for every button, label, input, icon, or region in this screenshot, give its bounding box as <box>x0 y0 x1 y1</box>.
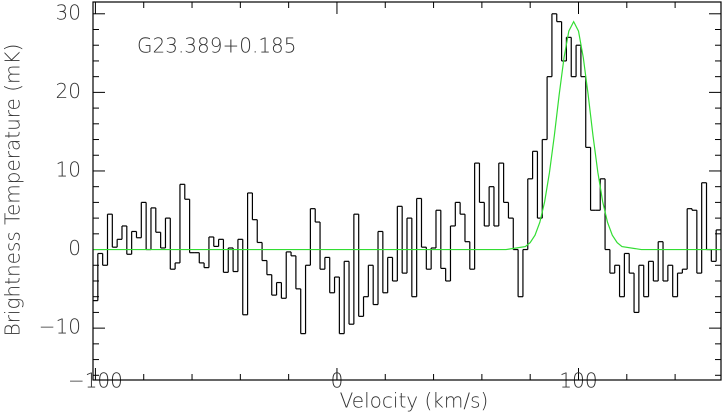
y-tick-label: −10 <box>39 315 81 339</box>
annotation: G23.389+0.185 <box>137 34 297 58</box>
y-tick-label: 10 <box>56 157 81 181</box>
plot-frame <box>92 1 722 381</box>
x-axis-label: Velocity (km/s) <box>340 389 489 413</box>
y-axis-label: Brightness Temperature (mK) <box>1 44 25 337</box>
fit-line <box>93 20 721 251</box>
y-tick-label: 20 <box>56 79 81 103</box>
y-tick-label: 30 <box>56 0 81 24</box>
y-tick-label: 0 <box>68 236 81 260</box>
